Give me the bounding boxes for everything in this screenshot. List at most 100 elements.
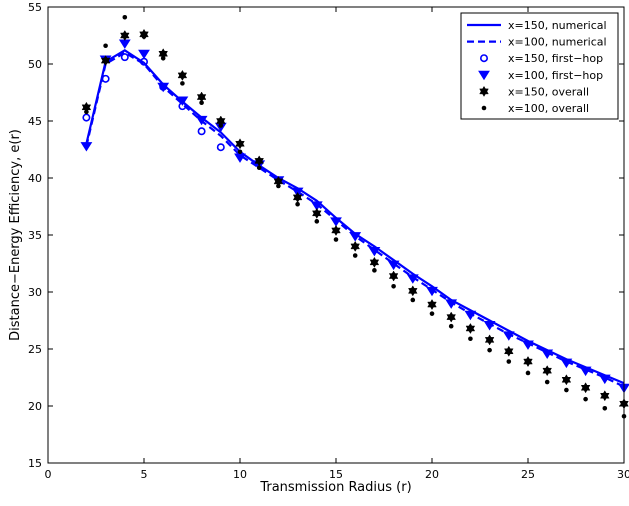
data-point (292, 191, 303, 203)
data-point (254, 155, 264, 167)
data-point (197, 127, 206, 136)
y-tick-label: 25 (28, 343, 42, 356)
legend-item: x=150, numerical (467, 19, 607, 32)
data-point (331, 224, 341, 236)
data-point (216, 143, 225, 152)
data-point (391, 284, 396, 289)
data-point (427, 299, 437, 311)
data-point (406, 274, 419, 284)
data-point (160, 56, 166, 61)
data-point (602, 405, 608, 411)
data-point (216, 115, 226, 127)
legend-item: x=150, first−hop (479, 52, 603, 65)
data-point (525, 370, 531, 376)
y-tick-label: 15 (28, 457, 42, 470)
y-axis-label: Distance−Energy Efficiency, e(r) (8, 129, 23, 341)
x-tick-label: 5 (141, 468, 148, 481)
data-point (544, 379, 550, 385)
data-point (580, 382, 591, 394)
legend-swatch (479, 54, 488, 63)
data-point (410, 297, 416, 303)
data-point (310, 201, 323, 211)
series-5 (84, 14, 627, 419)
y-tick-label: 30 (28, 286, 42, 299)
data-point (84, 109, 89, 115)
legend-swatch (478, 70, 490, 81)
data-point (235, 138, 245, 150)
data-point (564, 387, 569, 393)
data-point (506, 359, 512, 364)
data-point (138, 49, 150, 60)
legend-item: x=150, overall (479, 85, 589, 98)
data-point (448, 323, 454, 329)
data-point (176, 96, 189, 106)
legend-swatch (479, 85, 489, 97)
legend-label: x=150, first−hop (508, 52, 603, 65)
data-point (314, 219, 320, 224)
data-point (199, 100, 204, 106)
data-point (80, 142, 93, 152)
data-point (295, 201, 300, 207)
data-point (468, 336, 473, 342)
legend-label: x=100, first−hop (508, 69, 603, 82)
data-point (352, 253, 358, 258)
y-tick-label: 35 (28, 229, 42, 242)
legend-swatch (481, 105, 487, 111)
x-tick-label: 0 (45, 468, 52, 481)
legend-label: x=100, numerical (508, 36, 607, 49)
data-point (579, 366, 592, 377)
data-point (312, 207, 322, 219)
data-point (504, 345, 514, 357)
data-point (256, 165, 262, 171)
y-tick-label: 50 (28, 58, 42, 71)
data-point (600, 390, 610, 402)
x-tick-label: 25 (521, 468, 535, 481)
legend-item: x=100, numerical (467, 36, 607, 49)
legend-item: x=100, first−hop (478, 69, 603, 82)
data-point (426, 286, 438, 297)
data-point (350, 240, 360, 252)
data-point (541, 349, 554, 360)
x-tick-label: 20 (425, 468, 439, 481)
data-point (333, 237, 339, 242)
data-point (387, 260, 400, 271)
data-point (218, 123, 224, 128)
data-point (120, 53, 129, 62)
data-point (502, 331, 515, 341)
data-point (195, 115, 208, 126)
data-point (429, 311, 435, 316)
data-point (445, 299, 458, 309)
data-point (141, 34, 147, 39)
data-point (237, 149, 243, 155)
legend-box (460, 12, 619, 120)
legend-label: x=150, overall (508, 85, 589, 98)
y-tick-label: 45 (28, 115, 42, 128)
data-point (522, 340, 534, 350)
x-tick-label: 15 (329, 468, 343, 481)
x-tick-label: 10 (233, 468, 247, 481)
y-tick-label: 55 (28, 1, 42, 14)
data-point (177, 69, 188, 81)
data-point (464, 310, 477, 321)
legend-item: x=100, overall (481, 102, 589, 115)
data-point (465, 322, 476, 334)
data-point (196, 91, 207, 103)
data-point (157, 82, 170, 93)
y-tick-label: 40 (28, 172, 42, 185)
data-point (598, 374, 611, 385)
data-point (542, 365, 552, 377)
data-point (483, 321, 496, 331)
y-tick-label: 20 (28, 400, 42, 413)
data-point (103, 43, 108, 49)
data-point (180, 81, 185, 86)
data-point (101, 74, 110, 83)
data-point (484, 334, 495, 346)
data-point (100, 55, 111, 67)
x-axis-label: Transmission Radius (r) (259, 480, 411, 495)
ticks-layer: 0 5 10 15 20 25 30 15 20 25 30 35 40 45 50 55 (28, 1, 629, 481)
legend-label: x=150, numerical (508, 19, 607, 32)
data-point (120, 29, 130, 42)
data-point (487, 347, 492, 353)
data-point (446, 311, 456, 323)
